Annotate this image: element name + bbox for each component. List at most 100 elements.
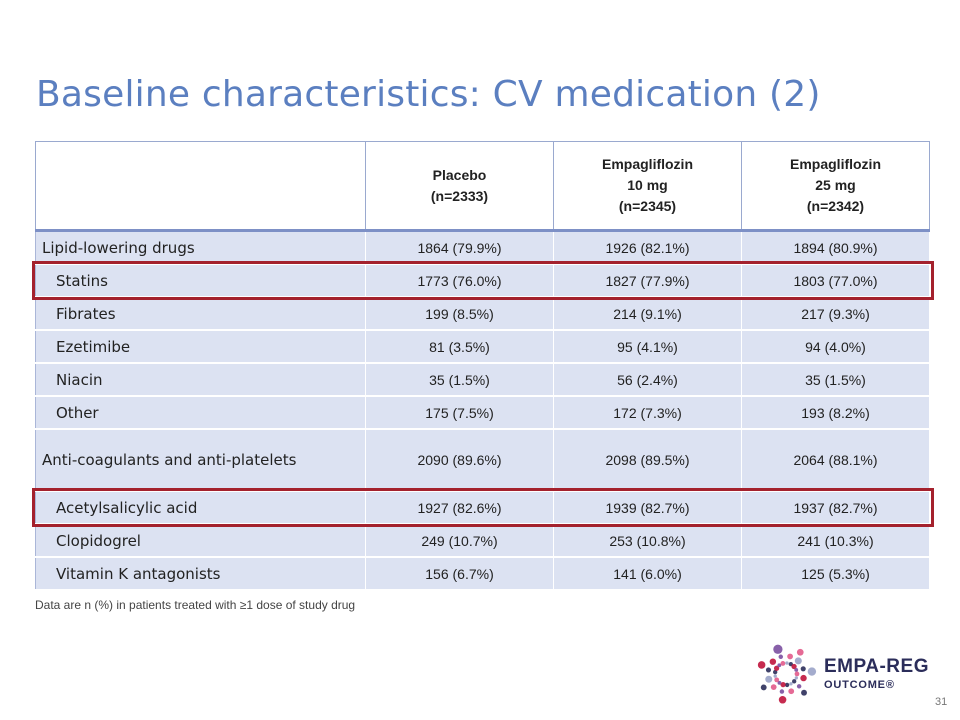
cell-value: 217 (9.3%) xyxy=(741,296,930,331)
cell-value: 172 (7.3%) xyxy=(553,395,742,430)
row-label: Statins xyxy=(35,263,366,298)
cell-value: 253 (10.8%) xyxy=(553,523,742,558)
cell-value: 35 (1.5%) xyxy=(365,362,554,397)
row-label: Anti-coagulants and anti-platelets xyxy=(35,428,366,492)
column-header-0 xyxy=(35,141,366,231)
logo-dot xyxy=(770,684,777,691)
row-label: Fibrates xyxy=(35,296,366,331)
logo-dot xyxy=(787,653,793,660)
logo-dot xyxy=(757,661,766,669)
logo-dot xyxy=(779,689,785,694)
footnote: Data are n (%) in patients treated with … xyxy=(35,598,356,612)
logo-dot xyxy=(796,648,804,656)
logo-text-line2: OUTCOME® xyxy=(824,679,895,691)
table-row: Lipid-lowering drugs 1864 (79.9%) 1926 (82… xyxy=(35,229,930,265)
cell-value: 95 (4.1%) xyxy=(553,329,742,364)
row-label: Acetylsalicylic acid xyxy=(35,490,366,525)
logo-text-line1: EMPA-REG xyxy=(824,656,929,677)
cell-value: 1827 (77.9%) xyxy=(553,263,742,298)
logo-dot xyxy=(773,665,780,671)
table-body: Lipid-lowering drugs 1864 (79.9%) 1926 (82… xyxy=(35,229,930,591)
cell-value: 56 (2.4%) xyxy=(553,362,742,397)
column-header-line: Empagliflozin xyxy=(602,156,693,172)
logo-dot xyxy=(760,684,767,691)
cell-value: 199 (8.5%) xyxy=(365,296,554,331)
table-row: Vitamin K antagonists 156 (6.7%) 141 (6.0%… xyxy=(35,556,930,591)
logo-dot xyxy=(792,679,797,684)
logo-dot xyxy=(794,671,800,677)
logo-dot xyxy=(778,695,787,704)
logo-dot xyxy=(774,677,780,683)
logo-dot xyxy=(807,667,817,676)
cell-value: 1864 (79.9%) xyxy=(365,229,554,265)
table-row: Acetylsalicylic acid 1927 (82.6%) 1939 (82… xyxy=(35,490,930,525)
cell-value: 214 (9.1%) xyxy=(553,296,742,331)
column-header-line: Empagliflozin xyxy=(790,156,881,172)
column-header-line: (n=2333) xyxy=(430,187,489,204)
logo-dot-ring-icon xyxy=(757,644,817,704)
column-header-3: Empagliflozin 25 mg (n=2342) xyxy=(741,141,930,231)
column-header-line: Placebo xyxy=(432,166,487,183)
cell-value: 1939 (82.7%) xyxy=(553,490,742,525)
cell-value: 175 (7.5%) xyxy=(365,395,554,430)
cell-value: 81 (3.5%) xyxy=(365,329,554,364)
cell-value: 1803 (77.0%) xyxy=(741,263,930,298)
column-header-line: (n=2342) xyxy=(806,198,865,214)
cell-value: 241 (10.3%) xyxy=(741,523,930,558)
cell-value: 35 (1.5%) xyxy=(741,362,930,397)
row-label: Vitamin K antagonists xyxy=(35,556,366,591)
logo-dot xyxy=(765,675,773,683)
row-label: Ezetimibe xyxy=(35,329,366,364)
table-row: Anti-coagulants and anti-platelets 2090 (… xyxy=(35,428,930,492)
logo-dot xyxy=(800,666,806,672)
logo-dot xyxy=(794,657,802,665)
logo-dot xyxy=(794,668,799,672)
logo-dot xyxy=(780,681,786,688)
table-row: Fibrates 199 (8.5%) 214 (9.1%) 217 (9.3%) xyxy=(35,296,930,331)
cell-value: 193 (8.2%) xyxy=(741,395,930,430)
table-header-row: Placebo (n=2333) Empagliflozin 10 mg (n=2345… xyxy=(35,141,930,231)
cell-value: 1926 (82.1%) xyxy=(553,229,742,265)
cell-value: 94 (4.0%) xyxy=(741,329,930,364)
column-header-line: (n=2345) xyxy=(618,198,677,214)
logo-dot xyxy=(773,669,778,675)
column-header-2: Empagliflozin 10 mg (n=2345) xyxy=(553,141,742,231)
logo-dot xyxy=(777,663,782,668)
column-header-line: 10 mg xyxy=(627,177,668,193)
logo-dot xyxy=(769,658,777,665)
logo-dot xyxy=(773,644,783,654)
page-number: 31 xyxy=(935,696,948,708)
row-label: Lipid-lowering drugs xyxy=(35,229,366,265)
table-row: Ezetimibe 81 (3.5%) 95 (4.1%) 94 (4.0%) xyxy=(35,329,930,364)
cell-value: 141 (6.0%) xyxy=(553,556,742,591)
cell-value: 249 (10.7%) xyxy=(365,523,554,558)
table-row: Clopidogrel 249 (10.7%) 253 (10.8%) 241 (10… xyxy=(35,523,930,558)
medication-table: Placebo (n=2333) Empagliflozin 10 mg (n=2345… xyxy=(35,141,930,591)
logo-dot xyxy=(791,663,797,670)
logo-dot xyxy=(784,682,790,688)
table-row: Statins 1773 (76.0%) 1827 (77.9%) 1803 (77.… xyxy=(35,263,930,298)
cell-value: 1927 (82.6%) xyxy=(365,490,554,525)
empa-reg-logo: EMPA-REG OUTCOME® xyxy=(752,638,928,710)
column-header-1: Placebo (n=2333) xyxy=(365,141,554,231)
logo-dot xyxy=(796,684,802,689)
row-label: Clopidogrel xyxy=(35,523,366,558)
logo-dot xyxy=(773,674,777,678)
logo-dot xyxy=(800,674,807,682)
cell-value: 1894 (80.9%) xyxy=(741,229,930,265)
cell-value: 2090 (89.6%) xyxy=(365,428,554,492)
cell-value: 125 (5.3%) xyxy=(741,556,930,591)
logo-dot xyxy=(785,661,789,665)
table-row: Other 175 (7.5%) 172 (7.3%) 193 (8.2%) xyxy=(35,395,930,430)
cell-value: 156 (6.7%) xyxy=(365,556,554,591)
row-label: Niacin xyxy=(35,362,366,397)
cell-value: 2098 (89.5%) xyxy=(553,428,742,492)
medication-table-container: Placebo (n=2333) Empagliflozin 10 mg (n=2345… xyxy=(31,141,934,591)
logo-dot xyxy=(789,682,793,686)
logo-dot xyxy=(801,689,807,696)
row-label: Other xyxy=(35,395,366,430)
slide-title: Baseline characteristics: CV medication … xyxy=(36,74,821,115)
logo-dot xyxy=(777,680,782,685)
table-row: Niacin 35 (1.5%) 56 (2.4%) 35 (1.5%) xyxy=(35,362,930,397)
cell-value: 1773 (76.0%) xyxy=(365,263,554,298)
